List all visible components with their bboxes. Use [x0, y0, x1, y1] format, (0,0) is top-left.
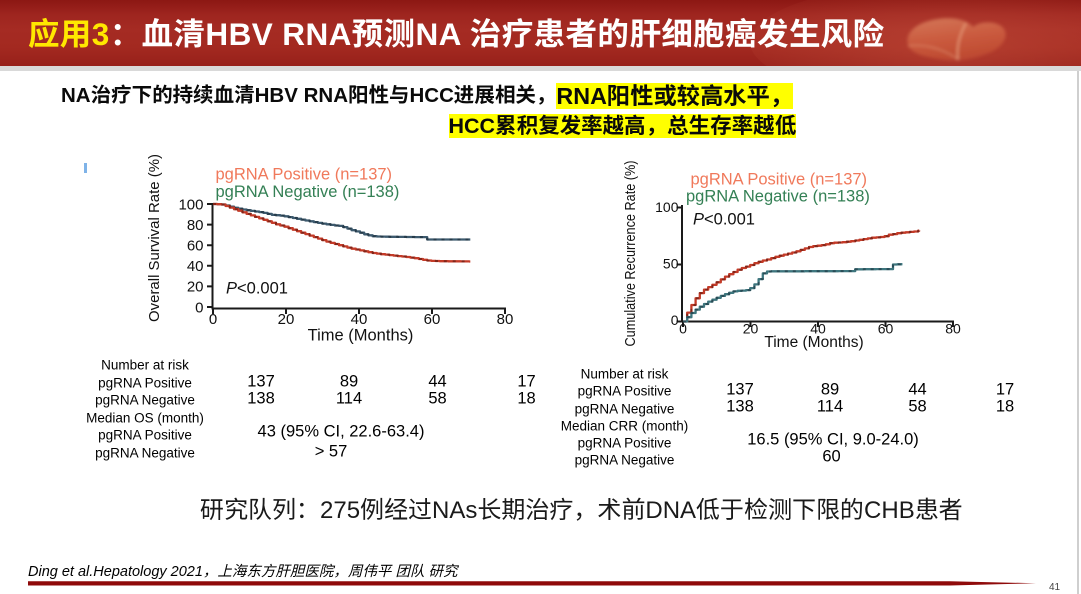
svg-text:40: 40	[187, 258, 204, 275]
svg-text:0: 0	[195, 299, 203, 316]
svg-text:P<0.001: P<0.001	[693, 211, 755, 229]
svg-text:0: 0	[209, 311, 217, 328]
svg-text:100: 100	[655, 199, 679, 215]
svg-text:40: 40	[351, 311, 368, 328]
svg-text:0: 0	[679, 321, 687, 337]
svg-text:pgRNA Positive (n=137): pgRNA Positive (n=137)	[691, 171, 868, 189]
svg-text:0: 0	[671, 312, 679, 328]
svg-text:pgRNA Negative (n=138): pgRNA Negative (n=138)	[686, 188, 870, 206]
svg-text:80: 80	[497, 311, 514, 328]
svg-text:60: 60	[424, 311, 441, 328]
svg-text:Time (Months): Time (Months)	[308, 327, 414, 345]
svg-text:60: 60	[878, 321, 894, 337]
svg-text:20: 20	[278, 311, 295, 328]
svg-text:80: 80	[945, 321, 961, 337]
svg-text:pgRNA Negative (n=138): pgRNA Negative (n=138)	[216, 183, 400, 201]
svg-text:50: 50	[663, 255, 679, 271]
svg-text:Time (Months): Time (Months)	[764, 334, 863, 351]
svg-text:pgRNA Positive (n=137): pgRNA Positive (n=137)	[216, 166, 393, 184]
svg-text:P<0.001: P<0.001	[226, 280, 288, 298]
svg-text:100: 100	[178, 196, 203, 213]
svg-text:40: 40	[810, 321, 826, 337]
svg-text:20: 20	[187, 279, 204, 296]
svg-text:Overall Survival Rate (%): Overall Survival Rate (%)	[146, 154, 163, 322]
svg-text:80: 80	[187, 217, 204, 234]
svg-text:60: 60	[187, 238, 204, 255]
svg-text:Cumulative Recurrence Rate (%): Cumulative Recurrence Rate (%)	[622, 160, 639, 346]
svg-text:20: 20	[743, 321, 759, 337]
